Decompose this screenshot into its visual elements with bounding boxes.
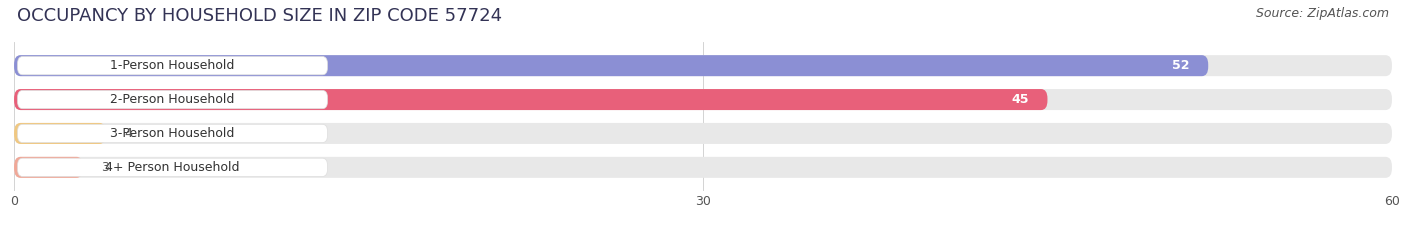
FancyBboxPatch shape — [17, 57, 328, 75]
Text: 45: 45 — [1011, 93, 1029, 106]
Text: 3: 3 — [101, 161, 110, 174]
FancyBboxPatch shape — [14, 55, 1208, 76]
Text: OCCUPANCY BY HOUSEHOLD SIZE IN ZIP CODE 57724: OCCUPANCY BY HOUSEHOLD SIZE IN ZIP CODE … — [17, 7, 502, 25]
FancyBboxPatch shape — [17, 90, 328, 109]
Text: 1-Person Household: 1-Person Household — [110, 59, 235, 72]
FancyBboxPatch shape — [14, 89, 1047, 110]
FancyBboxPatch shape — [17, 158, 328, 176]
FancyBboxPatch shape — [17, 124, 328, 143]
Text: 2-Person Household: 2-Person Household — [110, 93, 235, 106]
Text: 4: 4 — [124, 127, 132, 140]
FancyBboxPatch shape — [14, 157, 1392, 178]
Text: 52: 52 — [1173, 59, 1189, 72]
FancyBboxPatch shape — [14, 55, 1392, 76]
Text: 3-Person Household: 3-Person Household — [110, 127, 235, 140]
FancyBboxPatch shape — [14, 123, 105, 144]
FancyBboxPatch shape — [14, 89, 1392, 110]
Text: 4+ Person Household: 4+ Person Household — [105, 161, 240, 174]
FancyBboxPatch shape — [14, 123, 1392, 144]
Text: Source: ZipAtlas.com: Source: ZipAtlas.com — [1256, 7, 1389, 20]
FancyBboxPatch shape — [14, 157, 83, 178]
